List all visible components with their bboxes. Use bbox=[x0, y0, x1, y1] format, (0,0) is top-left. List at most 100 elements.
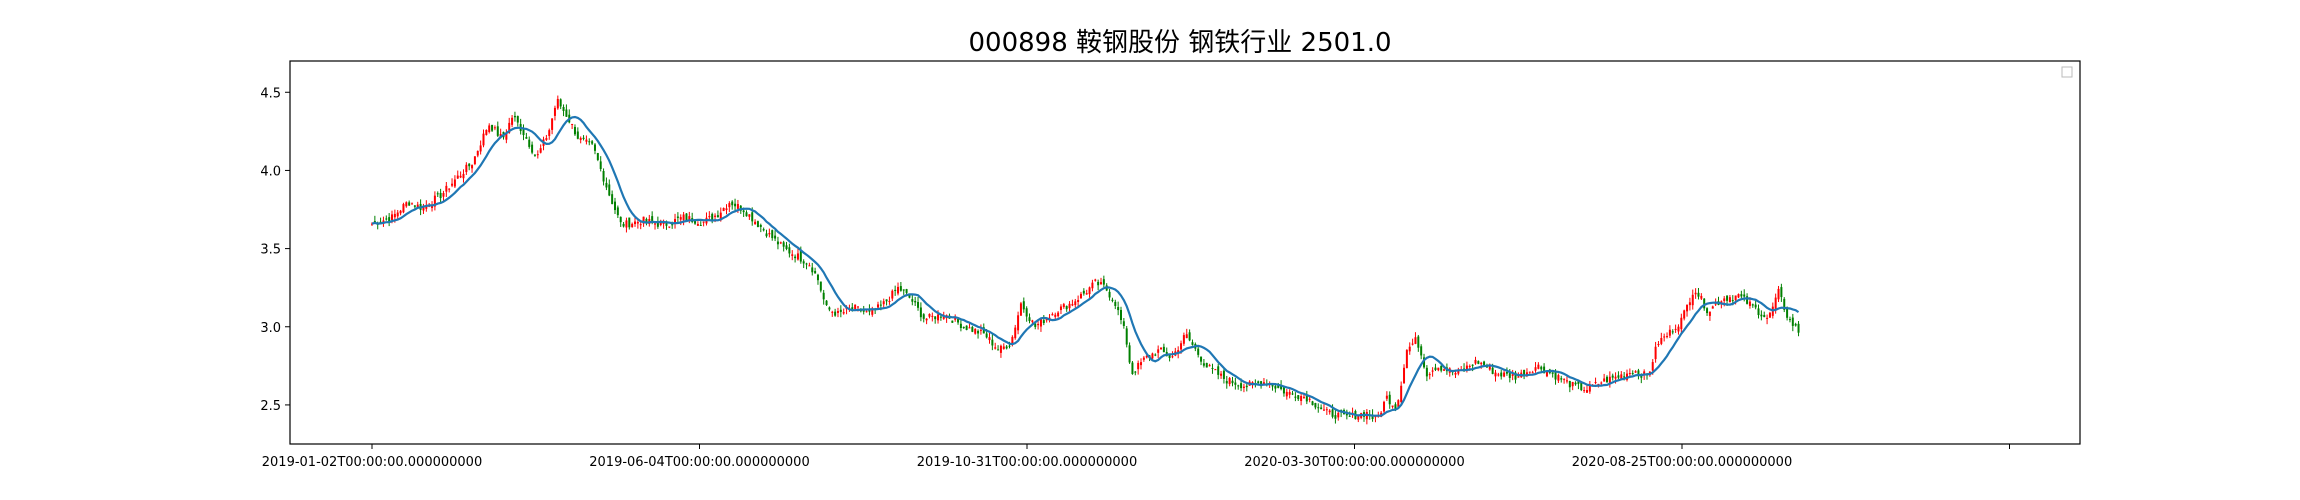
candle-body bbox=[1225, 381, 1228, 384]
candle-body bbox=[405, 202, 408, 207]
candle-body bbox=[1017, 315, 1020, 331]
candle-body bbox=[665, 221, 668, 226]
candle-body bbox=[1408, 346, 1411, 352]
candle-body bbox=[488, 125, 491, 133]
candle-body bbox=[754, 221, 757, 225]
candle-body bbox=[1414, 337, 1417, 344]
candle-body bbox=[1517, 376, 1520, 378]
candle-body bbox=[1420, 346, 1423, 356]
candle-body bbox=[1674, 328, 1677, 330]
candle-body bbox=[1474, 359, 1477, 364]
candle-body bbox=[748, 214, 751, 217]
candle-body bbox=[599, 161, 602, 169]
candle-body bbox=[1037, 323, 1040, 326]
candle-body bbox=[1663, 336, 1666, 338]
candle-body bbox=[1099, 282, 1102, 284]
candle-body bbox=[545, 138, 548, 140]
candle-body bbox=[1031, 320, 1034, 322]
candle-body bbox=[391, 214, 394, 220]
candle-body bbox=[562, 106, 565, 111]
candle-body bbox=[1706, 308, 1709, 314]
candle-body bbox=[1228, 378, 1231, 385]
candle-body bbox=[528, 139, 531, 147]
candle-body bbox=[1623, 376, 1626, 378]
candle-body bbox=[1074, 301, 1077, 306]
candle-body bbox=[785, 245, 788, 249]
candle-body bbox=[482, 133, 485, 146]
candle-body bbox=[1711, 306, 1714, 309]
candle-body bbox=[1737, 294, 1740, 298]
candle-body bbox=[1545, 371, 1548, 377]
candle-body bbox=[1531, 372, 1534, 374]
candle-body bbox=[1537, 364, 1540, 369]
candle-body bbox=[1780, 287, 1783, 298]
candle-body bbox=[1240, 383, 1243, 389]
candle-body bbox=[836, 311, 839, 313]
y-tick-label: 3.0 bbox=[260, 321, 281, 336]
candle-body bbox=[1557, 375, 1560, 381]
candle-body bbox=[1114, 301, 1117, 306]
candle-body bbox=[659, 222, 662, 226]
candle-body bbox=[897, 286, 900, 294]
candle-body bbox=[508, 122, 511, 133]
candle-body bbox=[1005, 346, 1008, 349]
candle-body bbox=[954, 317, 957, 320]
candle-body bbox=[1108, 291, 1111, 298]
candle-body bbox=[811, 267, 814, 273]
candle-body bbox=[1528, 371, 1531, 373]
candle-body bbox=[411, 203, 414, 205]
candle-body bbox=[1583, 390, 1586, 392]
candle-body bbox=[734, 203, 737, 207]
candle-body bbox=[1554, 370, 1557, 380]
candle-body bbox=[714, 215, 717, 217]
candle-body bbox=[1079, 293, 1082, 299]
candle-body bbox=[616, 207, 619, 216]
candle-body bbox=[1443, 369, 1446, 371]
candle-body bbox=[934, 316, 937, 320]
candle-body bbox=[808, 265, 811, 267]
candle-body bbox=[894, 289, 897, 291]
candle-body bbox=[1680, 317, 1683, 330]
candle-body bbox=[1300, 395, 1303, 401]
candle-body bbox=[768, 233, 771, 235]
candle-body bbox=[1731, 300, 1734, 302]
candle-body bbox=[899, 286, 902, 291]
candle-body bbox=[719, 212, 722, 221]
candle-body bbox=[731, 201, 734, 206]
candle-body bbox=[1348, 415, 1351, 417]
candle-body bbox=[1766, 317, 1769, 319]
candle-body bbox=[1388, 394, 1391, 405]
candle-body bbox=[605, 182, 608, 188]
candle-body bbox=[1320, 407, 1323, 410]
candle-body bbox=[1503, 372, 1506, 377]
candle-body bbox=[1565, 380, 1568, 382]
candle-body bbox=[937, 314, 940, 321]
candle-body bbox=[531, 144, 534, 153]
x-axis: 2019-01-02T00:00:00.000000000 2019-06-04T… bbox=[262, 444, 2010, 470]
candle-body bbox=[794, 256, 797, 259]
candle-body bbox=[776, 241, 779, 245]
candle-body bbox=[1651, 362, 1654, 371]
candle-body bbox=[1085, 293, 1088, 295]
candle-body bbox=[1760, 314, 1763, 317]
candle-body bbox=[939, 316, 942, 318]
candle-body bbox=[1102, 279, 1105, 285]
candle-body bbox=[1394, 404, 1397, 410]
x-tick-label: 2020-08-25T00:00:00.000000000 bbox=[1572, 455, 1792, 470]
candle-body bbox=[994, 347, 997, 349]
candle-body bbox=[1746, 296, 1749, 304]
candle-body bbox=[708, 216, 711, 218]
candle-body bbox=[628, 217, 631, 228]
candle-body bbox=[1251, 382, 1254, 384]
candle-body bbox=[1691, 294, 1694, 306]
candle-body bbox=[1025, 308, 1028, 317]
candle-body bbox=[1222, 370, 1225, 379]
candle-body bbox=[1057, 312, 1060, 317]
y-tick-label: 4.5 bbox=[260, 86, 281, 101]
candle-body bbox=[796, 253, 799, 260]
y-tick-label: 4.0 bbox=[260, 164, 281, 179]
candle-body bbox=[1708, 311, 1711, 316]
candle-body bbox=[1234, 382, 1237, 385]
candle-body bbox=[1051, 314, 1054, 316]
candle-body bbox=[1577, 381, 1580, 384]
